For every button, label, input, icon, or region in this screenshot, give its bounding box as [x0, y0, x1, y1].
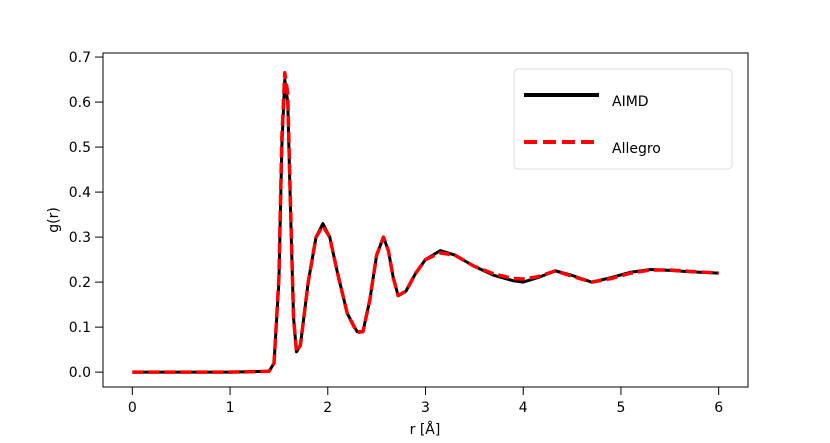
x-axis-label: r [Å]	[410, 421, 441, 438]
y-tick-label: 0.4	[69, 185, 91, 201]
y-tick-label: 0.2	[69, 275, 91, 291]
y-tick-label: 0.0	[69, 365, 91, 381]
x-tick-label: 4	[519, 400, 528, 416]
x-tick-label: 1	[226, 400, 235, 416]
x-tick-label: 6	[714, 400, 723, 416]
legend-label: Allegro	[612, 141, 661, 157]
y-tick-label: 0.5	[69, 140, 91, 156]
y-tick-label: 0.1	[69, 320, 91, 336]
plot-frame	[102, 52, 749, 388]
x-tick-label: 0	[128, 400, 137, 416]
x-tick-label: 5	[616, 400, 625, 416]
y-axis-label: g(r)	[46, 207, 62, 233]
legend-label: AIMD	[612, 94, 649, 110]
series-line	[132, 71, 719, 374]
x-tick-label: 2	[323, 400, 332, 416]
y-tick-label: 0.3	[69, 230, 91, 246]
y-tick-label: 0.6	[69, 95, 91, 111]
x-tick-label: 3	[421, 400, 430, 416]
y-tick-label: 0.7	[69, 50, 91, 66]
